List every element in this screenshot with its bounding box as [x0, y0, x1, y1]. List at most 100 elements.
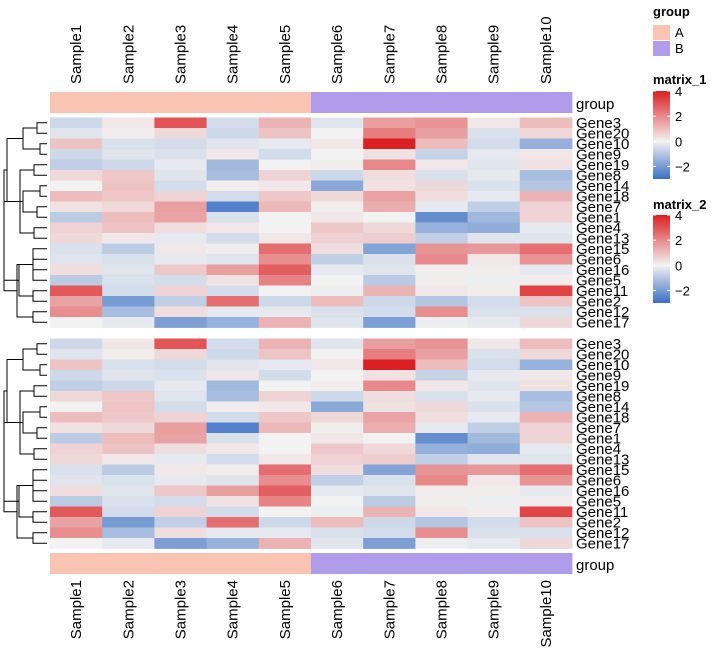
- heatmap-cell: [154, 264, 207, 276]
- heatmap-cell: [206, 275, 260, 286]
- legend-matrix-2-colorbar: [653, 215, 670, 303]
- heatmap-cell: [102, 180, 155, 192]
- gene-label: Gene8: [576, 388, 621, 405]
- gene-label: Gene1: [576, 430, 621, 447]
- heatmap-cell: [467, 306, 521, 318]
- heatmap-cell: [258, 222, 312, 234]
- top-group-cell: [519, 92, 573, 113]
- heatmap-cell: [415, 454, 468, 465]
- heatmap-cell: [154, 485, 207, 497]
- heatmap-cell: [467, 117, 521, 129]
- heatmap-cell: [363, 391, 416, 402]
- heatmap-cell: [519, 401, 573, 413]
- bottom-group-cell: [519, 553, 573, 574]
- legend-matrix-2-tick-label: 4: [675, 208, 682, 223]
- heatmap-cell: [206, 527, 260, 539]
- legend-matrix-1-title: matrix_1: [653, 72, 706, 87]
- heatmap-cell: [363, 454, 416, 465]
- heatmap-cell: [519, 433, 573, 444]
- heatmap-cell: [206, 243, 260, 255]
- heatmap-cell: [258, 517, 312, 528]
- heatmap-cell: [154, 506, 207, 518]
- heatmap-cell: [102, 275, 155, 286]
- heatmap-cell: [519, 233, 573, 244]
- heatmap-cell: [519, 201, 573, 213]
- heatmap-cell: [363, 443, 416, 455]
- gene-label: Gene12: [576, 304, 629, 321]
- heatmap-cell: [415, 412, 468, 423]
- heatmap-cell: [50, 338, 103, 350]
- heatmap-cell: [50, 359, 103, 371]
- heatmap-cell: [519, 170, 573, 181]
- heatmap-cell: [102, 149, 155, 160]
- heatmap-cell: [102, 264, 155, 276]
- bottom-group-cell: [363, 553, 416, 574]
- legend-matrix-1: matrix_1 4 2 0 −2: [653, 72, 706, 179]
- heatmap-cell: [206, 138, 260, 150]
- heatmap-cell: [311, 370, 364, 381]
- heatmap-cell: [467, 422, 521, 434]
- heatmap-cell: [154, 380, 207, 392]
- gene-label: Gene9: [576, 146, 621, 163]
- heatmap-cell: [102, 212, 155, 223]
- gene-labels-matrix-2: Gene3Gene20Gene10Gene9Gene19Gene8Gene14G…: [576, 336, 629, 553]
- heatmap-cell: [363, 180, 416, 192]
- gene-label: Gene1: [576, 209, 621, 226]
- heatmap-cell: [154, 538, 207, 549]
- heatmap-cell: [102, 254, 155, 265]
- heatmap-cell: [206, 506, 260, 518]
- dendrogram-branch: [3, 422, 20, 502]
- heatmap-cell: [415, 243, 468, 255]
- gene-label: Gene12: [576, 525, 629, 542]
- heatmap-cell: [102, 485, 155, 497]
- top-sample-label: Sample8: [434, 25, 451, 84]
- dendrogram-branch: [33, 385, 47, 397]
- heatmap-cell: [519, 264, 573, 276]
- heatmap-cell: [258, 349, 312, 360]
- top-sample-label: Sample10: [538, 16, 555, 84]
- heatmap-cell: [258, 264, 312, 276]
- dendrogram-branch: [32, 258, 47, 271]
- heatmap-cell: [311, 422, 364, 434]
- heatmap-cell: [519, 285, 573, 297]
- heatmap-cell: [311, 391, 364, 402]
- heatmap-cell: [467, 243, 521, 255]
- heatmap-cell: [102, 338, 155, 350]
- heatmap-cell: [467, 412, 521, 423]
- heatmap-cell: [258, 296, 312, 307]
- legend-matrix-2-title: matrix_2: [653, 197, 706, 212]
- gene-label: Gene19: [576, 157, 629, 174]
- legend-group-swatch-a: [653, 25, 670, 40]
- heatmap-cell: [467, 212, 521, 223]
- heatmap-cell: [206, 264, 260, 276]
- heatmap-cell: [206, 191, 260, 202]
- top-sample-label: Sample4: [225, 25, 242, 84]
- heatmap-cell: [154, 201, 207, 213]
- heatmap-cell: [467, 464, 521, 476]
- heatmap-cell: [258, 443, 312, 455]
- heatmap-cell: [519, 317, 573, 328]
- heatmap-cell: [415, 370, 468, 381]
- heatmap-cell: [154, 170, 207, 181]
- heatmap-cell: [519, 306, 573, 318]
- heatmap-cell: [50, 159, 103, 171]
- heatmap-cell: [102, 296, 155, 307]
- heatmap-cell: [50, 475, 103, 486]
- heatmap-cell: [467, 170, 521, 181]
- heatmap-cell: [258, 454, 312, 465]
- heatmap-cell: [467, 391, 521, 402]
- heatmap-cell: [467, 138, 521, 150]
- heatmap-cell: [154, 412, 207, 423]
- heatmap-cell: [519, 422, 573, 434]
- top-sample-label: Sample1: [68, 25, 85, 84]
- heatmap-cell: [102, 443, 155, 455]
- heatmap-cell: [311, 338, 364, 350]
- heatmap-cell: [311, 275, 364, 286]
- heatmap-cell: [154, 233, 207, 244]
- heatmap-cell: [311, 475, 364, 486]
- heatmap-cell: [363, 401, 416, 413]
- gene-label: Gene6: [576, 251, 621, 268]
- heatmap-cell: [258, 138, 312, 150]
- heatmap-cell: [363, 191, 416, 202]
- heatmap-cell: [206, 338, 260, 350]
